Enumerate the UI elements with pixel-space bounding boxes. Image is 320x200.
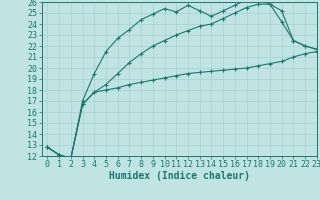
X-axis label: Humidex (Indice chaleur): Humidex (Indice chaleur): [109, 171, 250, 181]
